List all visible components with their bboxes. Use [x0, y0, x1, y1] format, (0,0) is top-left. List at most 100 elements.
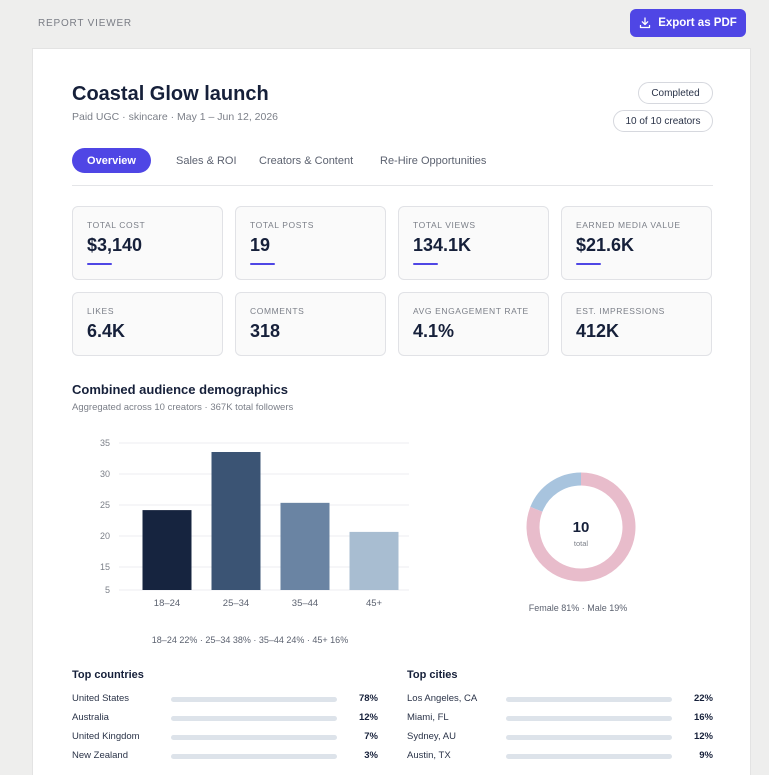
- country-row: Australia 12%: [72, 711, 378, 725]
- top-cities-title: Top cities: [407, 669, 458, 681]
- stat-label: AVG ENGAGEMENT RATE: [413, 306, 529, 316]
- tab-rehire-opportunities[interactable]: Re-Hire Opportunities: [380, 154, 487, 167]
- city-percent: 22%: [693, 693, 713, 704]
- x-tick-label: 45+: [366, 598, 383, 609]
- country-name: New Zealand: [72, 750, 128, 761]
- country-progress-track: [171, 716, 337, 721]
- demographics-title: Combined audience demographics: [72, 382, 288, 397]
- country-row: New Zealand 3%: [72, 749, 378, 763]
- x-tick-label: 25–34: [223, 598, 249, 609]
- stat-label: TOTAL POSTS: [250, 220, 315, 230]
- stat-label: TOTAL VIEWS: [413, 220, 476, 230]
- stat-value: 134.1K: [413, 235, 472, 255]
- city-progress-track: [506, 697, 672, 702]
- country-percent: 78%: [358, 693, 378, 704]
- city-row: Austin, TX 9%: [407, 749, 713, 763]
- x-tick-label: 18–24: [154, 598, 180, 609]
- stat-value: 318: [250, 321, 281, 341]
- export-pdf-label: Export as PDF: [658, 17, 737, 29]
- stat-value: 412K: [576, 321, 620, 341]
- report-viewer-label: REPORT VIEWER: [38, 18, 132, 29]
- y-tick-label: 35: [100, 438, 110, 448]
- top-countries-title: Top countries: [72, 669, 144, 681]
- country-name: Australia: [72, 712, 109, 723]
- city-percent: 12%: [693, 731, 713, 742]
- donut-center-label: total: [574, 539, 589, 548]
- country-percent: 12%: [358, 712, 378, 723]
- stat-label: COMMENTS: [250, 306, 305, 316]
- gender-donut-chart: 10 total: [526, 472, 636, 582]
- stat-value: $3,140: [87, 235, 143, 255]
- city-name: Austin, TX: [407, 750, 451, 761]
- y-tick-label: 20: [100, 531, 110, 541]
- stat-value: 19: [250, 235, 271, 255]
- donut-slice-female: [526, 472, 636, 582]
- download-icon: [640, 17, 651, 29]
- status-badge: Completed: [638, 82, 713, 104]
- y-tick-label: 30: [100, 469, 110, 479]
- stat-card-total-posts: TOTAL POSTS 19: [235, 206, 386, 280]
- bar-18-24: [142, 510, 192, 590]
- age-bar-chart: 35 30 25 20 15 5 18–24 25–34 35–44 45+: [100, 438, 409, 609]
- country-row: United Kingdom 7%: [72, 730, 378, 744]
- country-row: United States 78%: [72, 692, 378, 706]
- stat-label: LIKES: [87, 306, 115, 316]
- country-percent: 3%: [364, 750, 378, 761]
- stat-value: 6.4K: [87, 321, 126, 341]
- stat-card-likes: LIKES 6.4K: [72, 292, 223, 356]
- tab-overview[interactable]: Overview: [72, 148, 151, 173]
- stat-value: 4.1%: [413, 321, 455, 341]
- export-pdf-button[interactable]: Export as PDF: [630, 9, 746, 37]
- report-card: Coastal Glow launch Paid UGC · skincare …: [32, 48, 751, 775]
- report-title: Coastal Glow launch: [72, 83, 269, 105]
- city-percent: 9%: [699, 750, 713, 761]
- country-progress-track: [171, 754, 337, 759]
- city-percent: 16%: [693, 712, 713, 723]
- city-row: Los Angeles, CA 22%: [407, 692, 713, 706]
- demographics-subtitle: Aggregated across 10 creators · 367K tot…: [72, 402, 294, 413]
- stat-card-est-impressions: EST. IMPRESSIONS 412K: [561, 292, 712, 356]
- city-row: Miami, FL 16%: [407, 711, 713, 725]
- bar-25-34: [211, 452, 261, 590]
- creators-count-badge: 10 of 10 creators: [613, 110, 713, 132]
- country-percent: 7%: [364, 731, 378, 742]
- stat-card-avg-engagement-rate: AVG ENGAGEMENT RATE 4.1%: [398, 292, 549, 356]
- stat-label: TOTAL COST: [87, 220, 146, 230]
- city-progress-track: [506, 754, 672, 759]
- bar-35-44: [280, 502, 330, 590]
- stat-card-earned-media-value: EARNED MEDIA VALUE $21.6K: [561, 206, 712, 280]
- y-tick-label: 5: [105, 585, 110, 595]
- tab-sales-roi[interactable]: Sales & ROI: [176, 154, 237, 167]
- stat-card-total-views: TOTAL VIEWS 134.1K: [398, 206, 549, 280]
- country-progress-track: [171, 697, 337, 702]
- stat-accent-line: [413, 263, 438, 265]
- city-progress-track: [506, 735, 672, 740]
- stat-accent-line: [87, 263, 112, 265]
- country-name: United Kingdom: [72, 731, 140, 742]
- city-row: Sydney, AU 12%: [407, 730, 713, 744]
- stat-label: EST. IMPRESSIONS: [576, 306, 665, 316]
- report-subtitle: Paid UGC · skincare · May 1 – Jun 12, 20…: [72, 111, 279, 123]
- donut-center-value: 10: [573, 519, 590, 536]
- tab-creators-content[interactable]: Creators & Content: [259, 154, 354, 167]
- gender-breakdown-caption: Female 81% · Male 19%: [528, 603, 628, 613]
- bar-45+: [349, 531, 399, 590]
- age-breakdown-caption: 18–24 22% · 25–34 38% · 35–44 24% · 45+ …: [151, 635, 349, 645]
- city-name: Los Angeles, CA: [407, 693, 478, 704]
- city-name: Sydney, AU: [407, 731, 456, 742]
- tab-bar: Overview Sales & ROI Creators & Content …: [72, 148, 713, 186]
- y-tick-label: 25: [100, 500, 110, 510]
- city-progress-track: [506, 716, 672, 721]
- stat-value: $21.6K: [576, 235, 635, 255]
- city-name: Miami, FL: [407, 712, 449, 723]
- country-name: United States: [72, 693, 130, 704]
- stat-label: EARNED MEDIA VALUE: [576, 220, 681, 230]
- y-tick-label: 15: [100, 562, 110, 572]
- donut-slice-male: [530, 472, 582, 513]
- country-progress-track: [171, 735, 337, 740]
- stat-card-total-cost: TOTAL COST $3,140: [72, 206, 223, 280]
- stat-accent-line: [250, 263, 275, 265]
- top-bar: REPORT VIEWER Export as PDF: [0, 0, 769, 48]
- stat-card-comments: COMMENTS 318: [235, 292, 386, 356]
- stat-accent-line: [576, 263, 601, 265]
